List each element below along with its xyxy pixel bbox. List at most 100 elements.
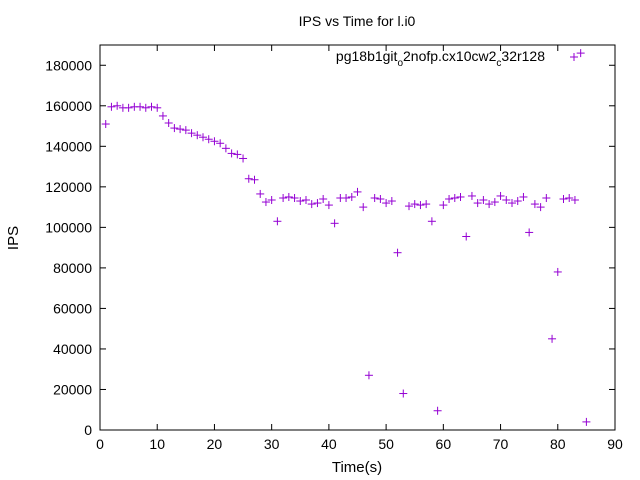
data-point — [496, 191, 505, 200]
data-point — [176, 125, 185, 134]
data-point — [141, 103, 150, 112]
y-tick-label: 100000 — [45, 219, 92, 235]
data-point — [210, 137, 219, 146]
data-point — [485, 200, 494, 209]
legend-label: pg18b1gito2nofp.cx10cw2c32r128 — [336, 48, 545, 69]
data-point — [347, 192, 356, 201]
data-point — [296, 197, 305, 206]
data-point — [427, 217, 436, 226]
y-tick-label: 40000 — [53, 341, 92, 357]
data-point — [353, 187, 362, 196]
data-point — [290, 193, 299, 202]
data-point — [513, 197, 522, 206]
legend-marker-symbol — [570, 53, 578, 61]
data-point — [324, 201, 333, 210]
y-axis-label: IPS — [5, 226, 22, 250]
data-point — [525, 228, 534, 237]
data-point — [267, 196, 276, 205]
data-point — [479, 196, 488, 205]
data-point — [565, 193, 574, 202]
data-point — [216, 139, 225, 148]
data-point — [433, 406, 442, 415]
data-point — [261, 198, 270, 207]
data-point — [416, 201, 425, 210]
legend: pg18b1gito2nofp.cx10cw2c32r128 — [336, 48, 578, 69]
data-point — [553, 267, 562, 276]
data-point — [244, 174, 253, 183]
data-point — [399, 389, 408, 398]
data-point — [502, 196, 511, 205]
x-tick-label: 50 — [378, 436, 394, 452]
data-point — [313, 199, 322, 208]
data-point — [548, 334, 557, 343]
legend-label-part: 32r128 — [501, 48, 545, 64]
y-axis-ticks: 0 20000 40000 60000 80000 100000 120000 140000 1… — [45, 57, 615, 438]
data-point — [467, 191, 476, 200]
data-point — [284, 192, 293, 201]
data-point — [193, 131, 202, 140]
data-point — [570, 196, 579, 205]
x-tick-label: 90 — [607, 436, 623, 452]
data-point — [576, 49, 585, 58]
data-point — [582, 417, 591, 426]
data-point — [158, 111, 167, 120]
data-point — [376, 195, 385, 203]
data-point — [450, 193, 459, 202]
data-point — [319, 195, 328, 203]
data-point — [256, 189, 265, 198]
data-point — [542, 193, 551, 202]
x-tick-label: 20 — [207, 436, 223, 452]
data-point — [445, 195, 454, 203]
y-tick-label: 0 — [84, 422, 92, 438]
x-tick-label: 40 — [321, 436, 337, 452]
data-point — [519, 192, 528, 201]
data-point — [536, 203, 545, 212]
data-point — [405, 202, 413, 211]
data-point — [153, 103, 162, 112]
data-point — [107, 102, 116, 111]
x-tick-label: 30 — [264, 436, 280, 452]
y-tick-label: 180000 — [45, 57, 92, 73]
data-point — [410, 200, 419, 209]
legend-label-subscript: c — [496, 58, 501, 69]
data-point — [382, 199, 391, 208]
legend-label-part: 2nofp.cx10cw2 — [403, 48, 497, 64]
data-point — [164, 119, 173, 128]
y-tick-label: 60000 — [53, 300, 92, 316]
x-axis-ticks: 0 10 20 30 40 50 60 70 80 90 — [96, 45, 623, 452]
data-point — [136, 102, 145, 111]
data-points — [101, 49, 591, 426]
x-tick-label: 0 — [96, 436, 104, 452]
data-point — [393, 248, 402, 257]
data-point — [342, 193, 351, 202]
data-point — [147, 102, 156, 111]
data-point — [204, 135, 213, 144]
x-tick-label: 70 — [493, 436, 509, 452]
legend-label-subscript: o — [397, 58, 403, 69]
y-tick-label: 20000 — [53, 381, 92, 397]
x-tick-label: 60 — [436, 436, 452, 452]
legend-marker — [570, 53, 578, 61]
data-point — [359, 203, 368, 212]
data-point — [370, 193, 379, 202]
data-point — [250, 175, 259, 184]
legend-label-part: pg18b1git — [336, 48, 398, 64]
y-tick-label: 80000 — [53, 260, 92, 276]
data-point — [239, 154, 248, 163]
plot-frame — [99, 44, 616, 431]
x-axis-label: Time(s) — [332, 459, 382, 476]
data-point — [559, 195, 568, 203]
chart-title: IPS vs Time for l.i0 — [299, 13, 416, 29]
data-point — [170, 124, 179, 133]
x-tick-label: 10 — [149, 436, 165, 452]
data-point — [279, 193, 288, 202]
data-point — [221, 144, 230, 153]
data-point — [462, 232, 471, 241]
data-point — [439, 201, 448, 210]
y-tick-label: 120000 — [45, 179, 92, 195]
data-point — [422, 200, 431, 209]
data-point — [490, 198, 499, 207]
data-point — [227, 149, 236, 158]
data-point — [124, 103, 133, 112]
